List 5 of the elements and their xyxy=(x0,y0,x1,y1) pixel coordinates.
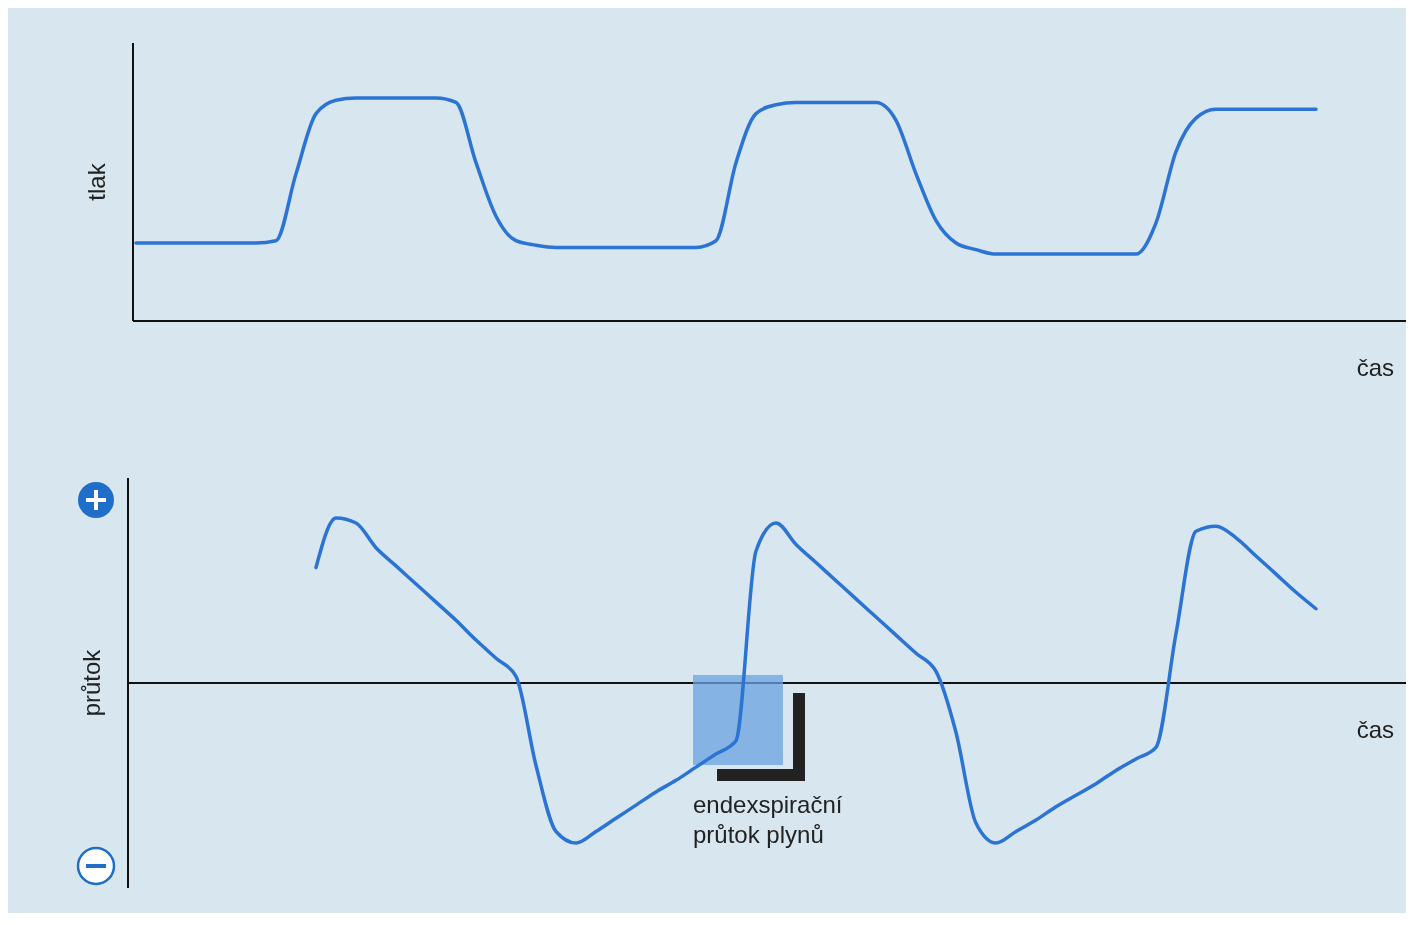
annotation: endexspirační průtok plynů xyxy=(693,791,843,848)
y-axis-title: tlak xyxy=(83,162,110,201)
x-axis-title: čas xyxy=(1356,716,1394,743)
x-axis-title: čas xyxy=(1356,354,1394,381)
y-axis-title: průtok xyxy=(78,648,105,717)
